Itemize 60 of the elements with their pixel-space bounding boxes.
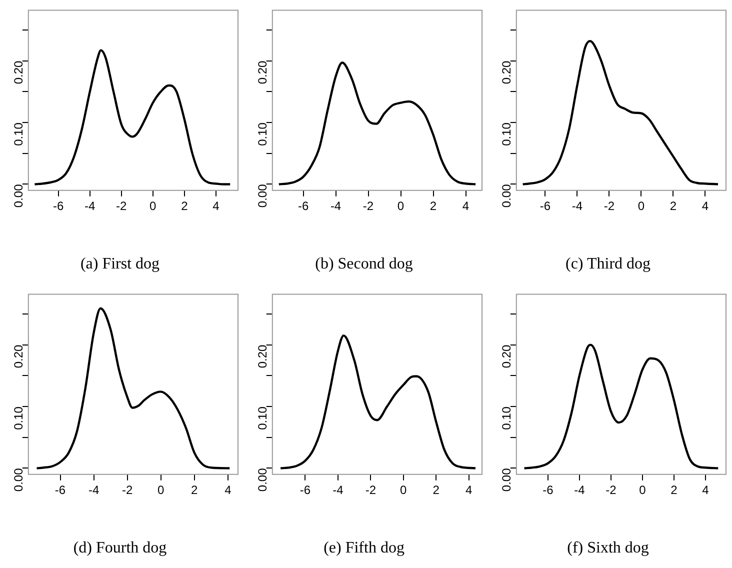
x-tick-label: 4 bbox=[462, 198, 470, 213]
x-tick-label: -6 bbox=[54, 482, 66, 497]
x-tick-label: 4 bbox=[702, 482, 710, 497]
x-tick-label: -2 bbox=[116, 198, 128, 213]
x-tick-label: 2 bbox=[191, 482, 198, 497]
y-tick-label: 0.00 bbox=[12, 184, 26, 208]
text: (f) Sixth dog bbox=[567, 540, 649, 557]
x-tick-label: 0 bbox=[639, 482, 646, 497]
x-tick-label: -4 bbox=[330, 198, 342, 213]
x-tick-label: 2 bbox=[430, 198, 437, 213]
text: (b) Second dog bbox=[315, 256, 413, 273]
x-tick-label: 0 bbox=[158, 482, 165, 497]
x-tick-label: -4 bbox=[84, 198, 96, 213]
x-tick-label: -6 bbox=[298, 198, 309, 213]
y-tick-label: 0.10 bbox=[500, 406, 514, 430]
x-tick-label: 0 bbox=[400, 482, 408, 497]
x-tick-label: 4 bbox=[224, 482, 232, 497]
y-tick-label: 0.10 bbox=[12, 406, 26, 430]
x-tick-label: -2 bbox=[362, 198, 374, 213]
x-tick-label: 4 bbox=[466, 482, 473, 497]
y-tick-label: 0.00 bbox=[12, 468, 26, 492]
x-tick-label: 0 bbox=[638, 198, 645, 213]
text: (c) Third dog bbox=[565, 256, 651, 273]
x-tick-label: -2 bbox=[122, 482, 133, 497]
x-tick-label: 0 bbox=[397, 198, 404, 213]
x-tick-label: -4 bbox=[574, 482, 586, 497]
x-tick-label: -6 bbox=[53, 198, 64, 213]
y-tick-label: 0.20 bbox=[256, 344, 270, 368]
x-tick-label: -4 bbox=[332, 482, 344, 497]
y-tick-label: 0.20 bbox=[256, 60, 270, 84]
y-tick-label: 0.20 bbox=[500, 60, 514, 84]
y-tick-label: 0.00 bbox=[500, 468, 514, 492]
y-tick-label: 0.20 bbox=[12, 60, 26, 84]
x-tick-label: 2 bbox=[432, 482, 440, 497]
text: (d) Fourth dog bbox=[73, 540, 167, 557]
y-tick-label: 0.10 bbox=[12, 122, 26, 146]
x-tick-label: -6 bbox=[540, 198, 551, 213]
y-tick-label: 0.20 bbox=[500, 344, 514, 368]
y-tick-label: 0.10 bbox=[500, 122, 514, 146]
x-tick-label: 2 bbox=[670, 482, 678, 497]
x-tick-label: -6 bbox=[542, 482, 554, 497]
x-tick-label: 2 bbox=[670, 198, 677, 213]
y-tick-label: 0.00 bbox=[500, 184, 514, 208]
x-tick-label: -6 bbox=[300, 482, 311, 497]
x-tick-label: -4 bbox=[88, 482, 100, 497]
x-tick-label: -2 bbox=[606, 482, 617, 497]
x-tick-label: 0 bbox=[150, 198, 157, 213]
text: (e) Fifth dog bbox=[324, 540, 404, 557]
y-tick-label: 0.10 bbox=[256, 406, 270, 430]
x-tick-label: -2 bbox=[365, 482, 376, 497]
y-tick-label: 0.00 bbox=[256, 184, 270, 208]
x-tick-label: 2 bbox=[181, 198, 188, 213]
text: (a) First dog bbox=[80, 256, 160, 273]
y-tick-label: 0.10 bbox=[256, 122, 270, 146]
y-tick-label: 0.20 bbox=[12, 344, 26, 368]
x-tick-label: -4 bbox=[572, 198, 583, 213]
y-tick-label: 0.00 bbox=[256, 468, 270, 492]
x-tick-label: 4 bbox=[212, 198, 220, 213]
x-tick-label: 4 bbox=[702, 198, 709, 213]
x-tick-label: -2 bbox=[604, 198, 615, 213]
